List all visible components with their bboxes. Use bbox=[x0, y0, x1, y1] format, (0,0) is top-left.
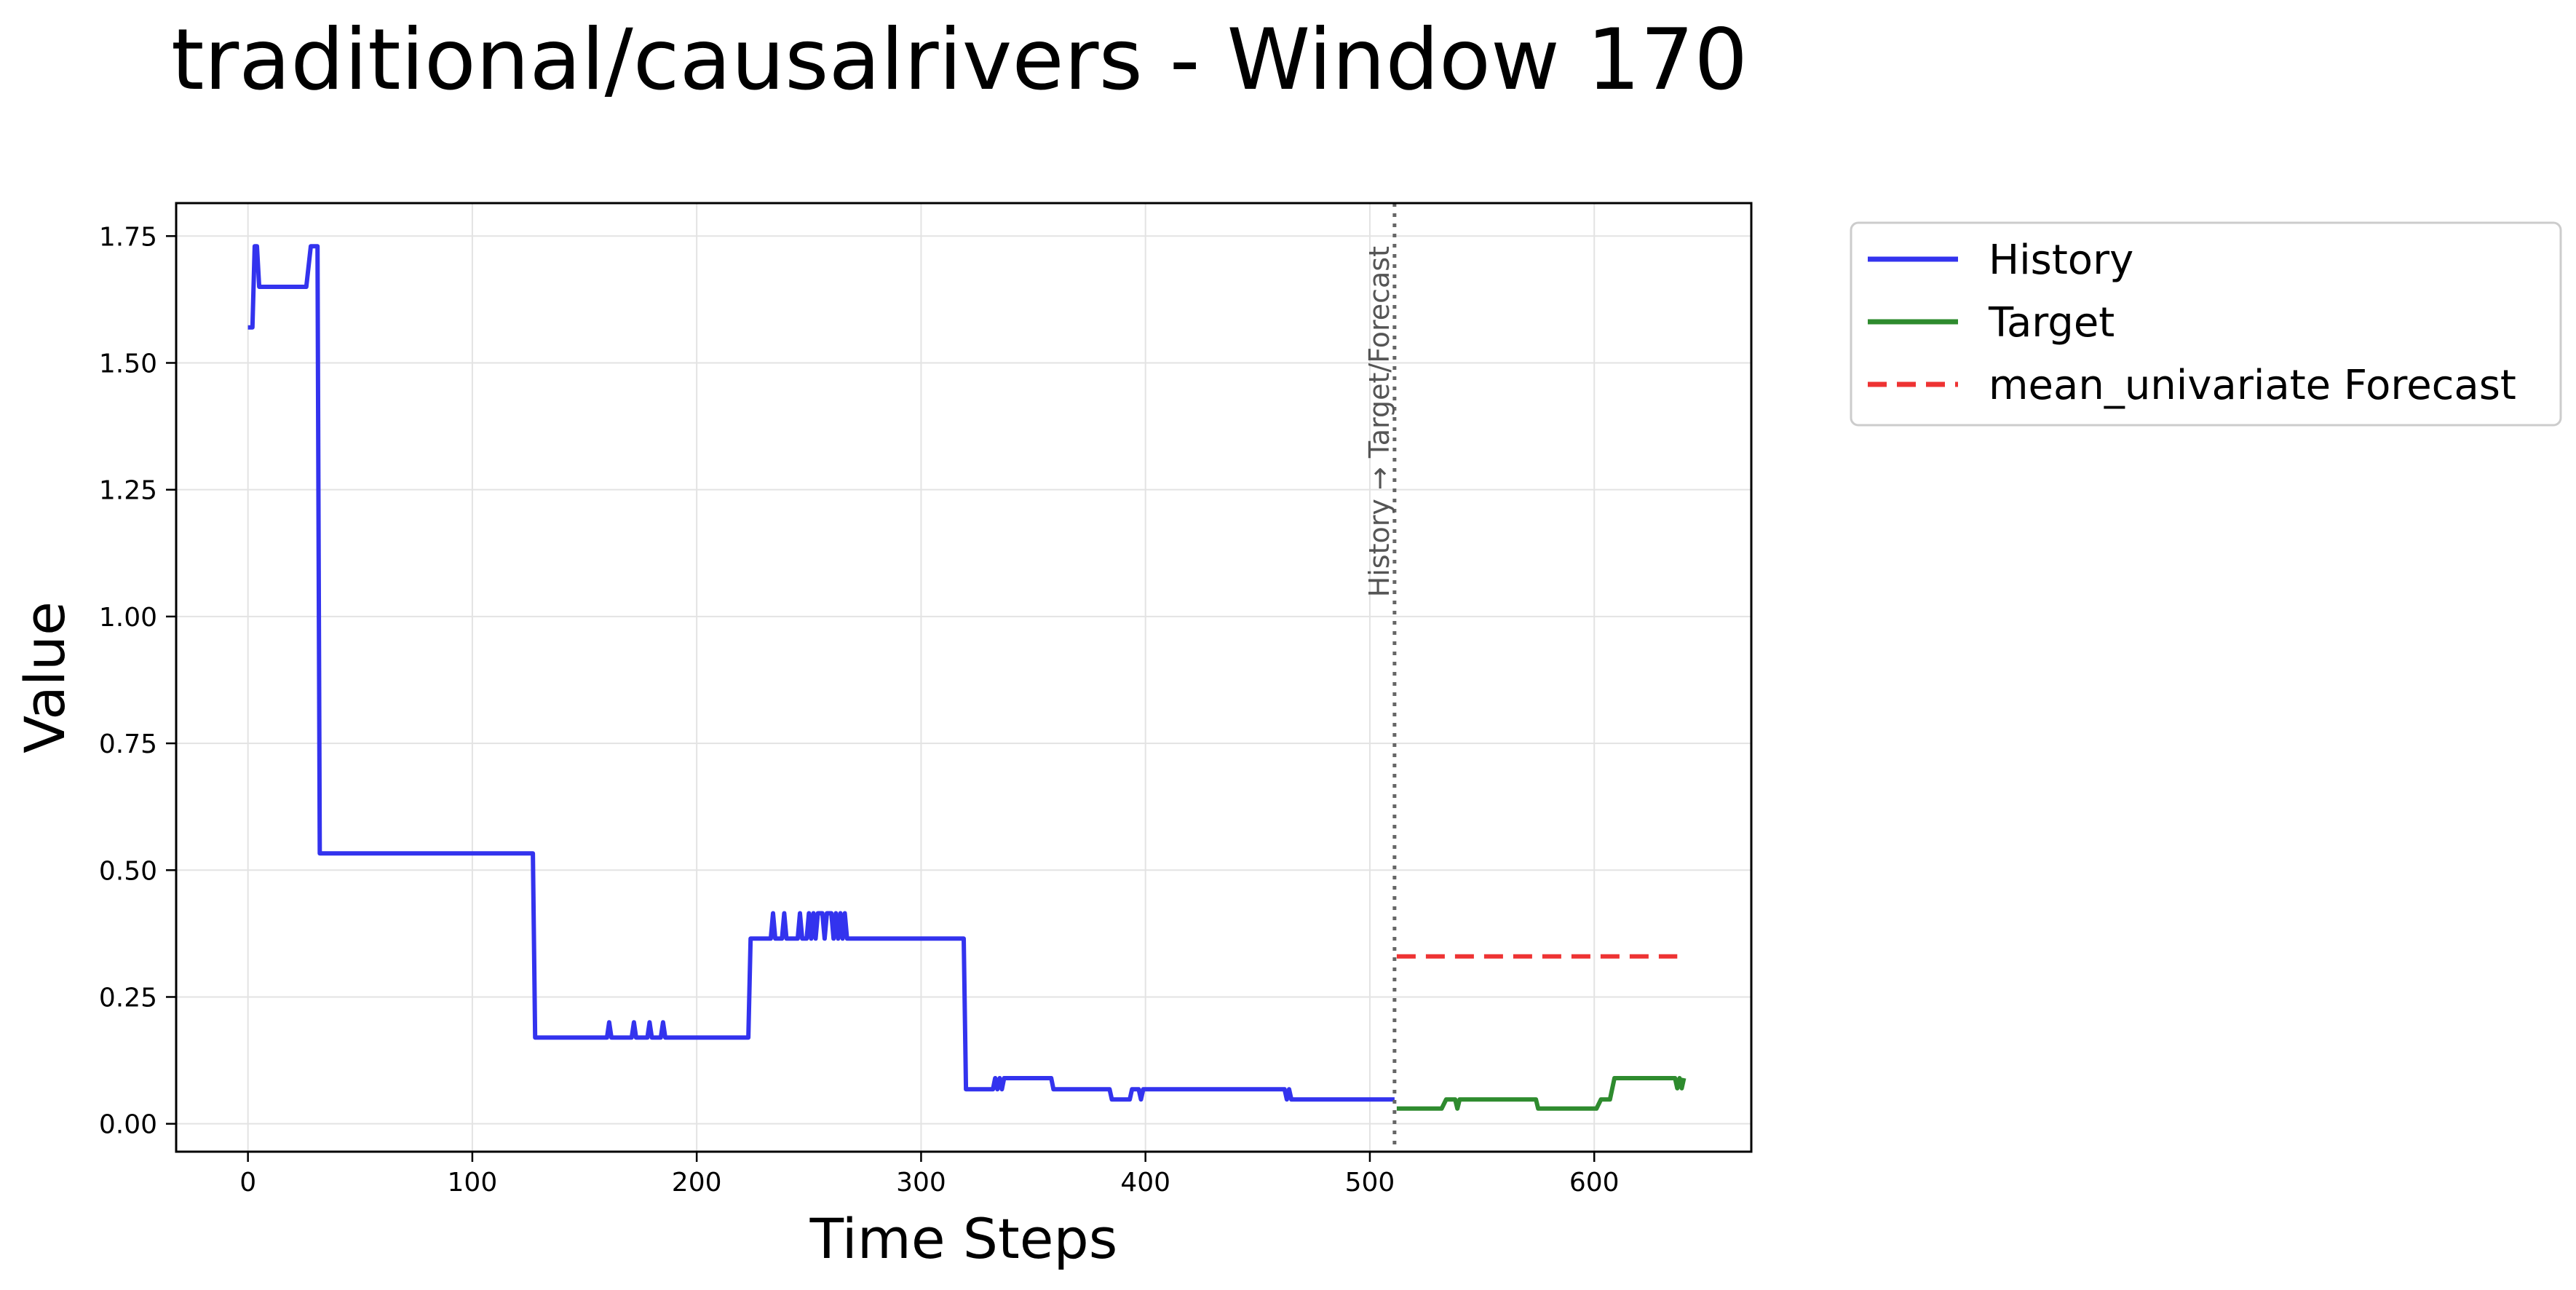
y-tick-label: 0.00 bbox=[99, 1110, 157, 1140]
x-tick-label: 0 bbox=[239, 1168, 256, 1198]
tick-layer: 0 100 200 300 400 500 600 0.00 0.25 0.50 0.75 1.00 1… bbox=[99, 222, 1620, 1198]
series-layer bbox=[247, 244, 1687, 1111]
legend: History Target mean_univariate Forecast bbox=[1850, 221, 2562, 427]
y-tick-label: 1.25 bbox=[99, 476, 157, 506]
legend-label: Target bbox=[1988, 299, 2115, 347]
legend-frame bbox=[1850, 221, 2562, 427]
split-line-label: History → Target/Forecast bbox=[1363, 246, 1395, 597]
legend-label: History bbox=[1989, 237, 2133, 284]
y-tick-label: 1.00 bbox=[99, 603, 157, 633]
y-tick-label: 1.75 bbox=[99, 222, 157, 252]
grid-layer bbox=[176, 203, 1751, 1152]
y-tick-label: 0.50 bbox=[99, 856, 157, 886]
y-tick-label: 1.50 bbox=[99, 349, 157, 379]
y-axis-label: Value bbox=[12, 601, 77, 753]
chart-title: traditional/causalrivers - Window 170 bbox=[171, 11, 1748, 109]
x-tick-label: 500 bbox=[1345, 1168, 1395, 1198]
x-tick-label: 600 bbox=[1569, 1168, 1620, 1198]
x-tick-label: 200 bbox=[672, 1168, 722, 1198]
x-tick-label: 400 bbox=[1120, 1168, 1170, 1198]
series-line-target bbox=[1396, 1076, 1687, 1111]
y-tick-label: 0.25 bbox=[99, 983, 157, 1013]
series-line-history bbox=[247, 244, 1395, 1102]
x-axis-label: Time Steps bbox=[809, 1206, 1118, 1271]
split-layer: History → Target/Forecast bbox=[1363, 203, 1397, 1152]
x-tick-label: 300 bbox=[896, 1168, 946, 1198]
plot-frame bbox=[175, 202, 1753, 1153]
legend-label: mean_univariate Forecast bbox=[1989, 362, 2516, 409]
x-tick-label: 100 bbox=[448, 1168, 498, 1198]
y-tick-label: 0.75 bbox=[99, 729, 157, 759]
